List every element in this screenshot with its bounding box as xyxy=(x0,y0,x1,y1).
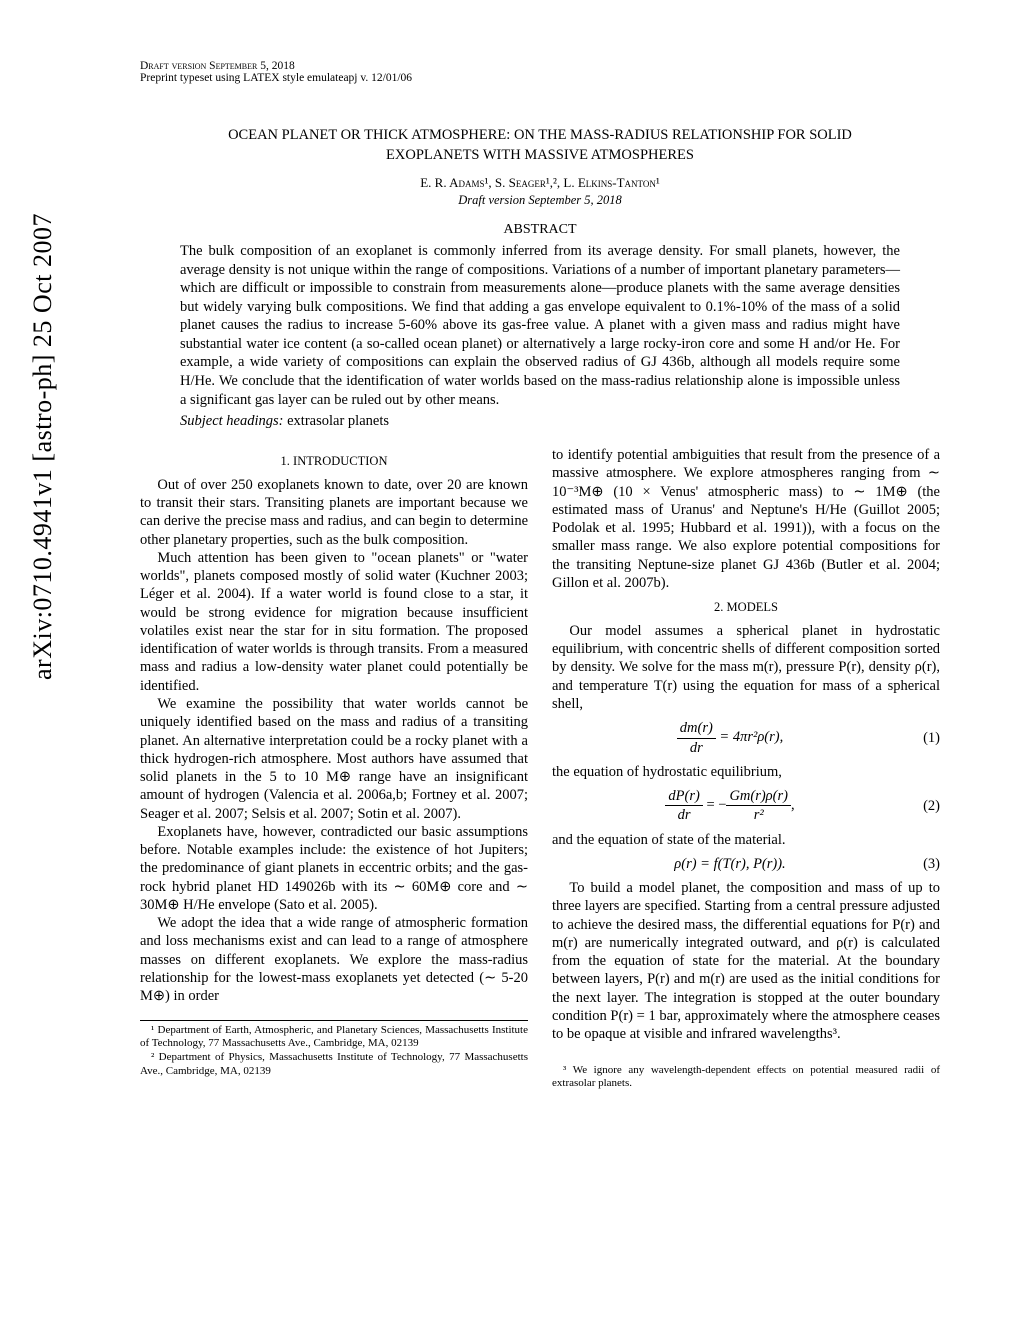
eq3-number: (3) xyxy=(908,855,940,873)
eq2-rhs-den: r² xyxy=(726,806,791,824)
footnote-1: ¹ Department of Earth, Atmospheric, and … xyxy=(140,1024,528,1052)
right-column: to identify potential ambiguities that r… xyxy=(552,446,940,1091)
equation-3: ρ(r) = f(T(r), P(r)). (3) xyxy=(552,855,940,873)
title-line-2: EXOPLANETS WITH MASSIVE ATMOSPHERES xyxy=(386,147,694,163)
intro-p1: Out of over 250 exoplanets known to date… xyxy=(140,476,528,549)
arxiv-stamp: arXiv:0710.4941v1 [astro-ph] 25 Oct 2007 xyxy=(28,213,58,680)
subject-label: Subject headings: xyxy=(180,413,284,429)
intro-p2: Much attention has been given to "ocean … xyxy=(140,549,528,695)
intro-p3: We examine the possibility that water wo… xyxy=(140,695,528,823)
models-p4: To build a model planet, the composition… xyxy=(552,879,940,1043)
eq2-tail: , xyxy=(791,797,795,813)
intro-p5: We adopt the idea that a wide range of a… xyxy=(140,914,528,1005)
right-footnotes: ³ We ignore any wavelength-dependent eff… xyxy=(552,1064,940,1092)
section-intro-heading: 1. INTRODUCTION xyxy=(140,454,528,470)
author-list: E. R. Adams¹, S. Seager¹,², L. Elkins-Ta… xyxy=(140,175,940,191)
eq1-denominator: dr xyxy=(677,739,716,757)
abstract-heading: ABSTRACT xyxy=(140,222,940,238)
eq3-body: ρ(r) = f(T(r), P(r)). xyxy=(552,855,908,873)
eq2-rhs-num: Gm(r)ρ(r) xyxy=(726,787,791,806)
eq1-number: (1) xyxy=(908,729,940,747)
footnote-3: ³ We ignore any wavelength-dependent eff… xyxy=(552,1064,940,1092)
draft-version-header: Draft version September 5, 2018 xyxy=(140,60,940,72)
models-p3: and the equation of state of the materia… xyxy=(552,831,940,849)
intro-p4: Exoplanets have, however, contradicted o… xyxy=(140,823,528,914)
subject-headings: Subject headings: extrasolar planets xyxy=(180,413,900,430)
right-p1: to identify potential ambiguities that r… xyxy=(552,446,940,592)
eq2-number: (2) xyxy=(908,797,940,815)
two-column-body: 1. INTRODUCTION Out of over 250 exoplane… xyxy=(140,446,940,1091)
eq1-numerator: dm(r) xyxy=(677,719,716,738)
models-p1: Our model assumes a spherical planet in … xyxy=(552,622,940,713)
left-column: 1. INTRODUCTION Out of over 250 exoplane… xyxy=(140,446,528,1091)
footnote-2: ² Department of Physics, Massachusetts I… xyxy=(140,1051,528,1079)
eq2-lhs-den: dr xyxy=(665,806,702,824)
abstract-text: The bulk composition of an exoplanet is … xyxy=(180,242,900,409)
models-p2: the equation of hydrostatic equilibrium, xyxy=(552,763,940,781)
draft-date: Draft version September 5, 2018 xyxy=(140,193,940,208)
section-models-heading: 2. MODELS xyxy=(552,600,940,616)
title-line-1: OCEAN PLANET OR THICK ATMOSPHERE: ON THE… xyxy=(228,127,852,143)
left-footnotes: ¹ Department of Earth, Atmospheric, and … xyxy=(140,1020,528,1079)
preprint-line: Preprint typeset using LATEX style emula… xyxy=(140,72,940,84)
eq2-lhs-num: dP(r) xyxy=(665,787,702,806)
equation-2: dP(r)dr = −Gm(r)ρ(r)r², (2) xyxy=(552,787,940,825)
paper-title: OCEAN PLANET OR THICK ATMOSPHERE: ON THE… xyxy=(140,126,940,165)
eq2-eqsign: = − xyxy=(703,797,727,813)
subject-value: extrasolar planets xyxy=(284,413,390,429)
equation-1: dm(r)dr = 4πr²ρ(r), (1) xyxy=(552,719,940,757)
eq1-rhs: = 4πr²ρ(r), xyxy=(716,729,783,745)
